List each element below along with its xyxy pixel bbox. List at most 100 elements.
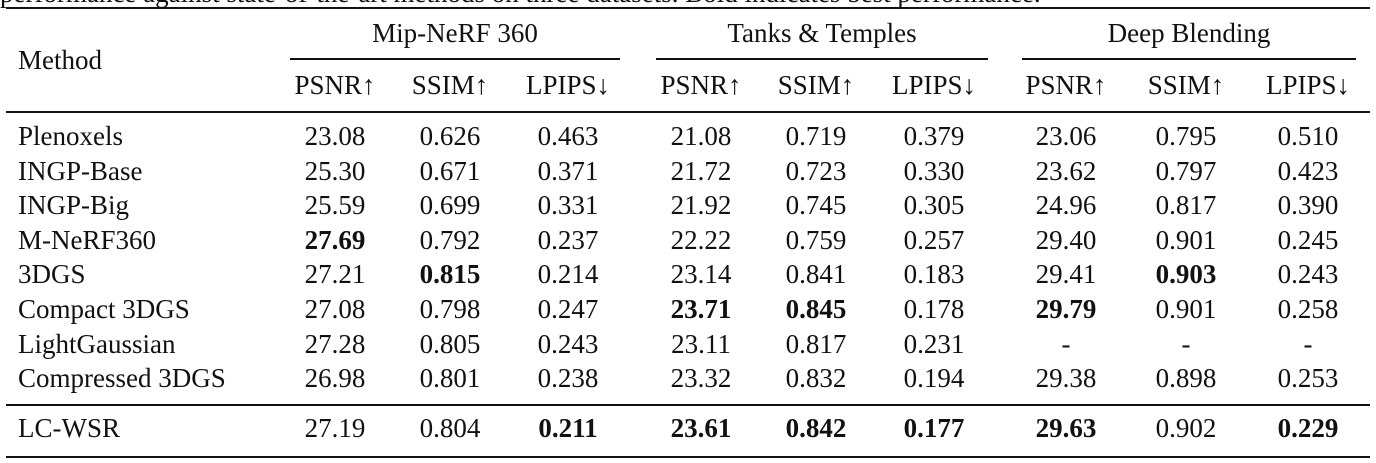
table-cell: - [1303, 328, 1313, 359]
metric-header-4: SSIM↑ [777, 70, 855, 100]
dataset-underline-2 [1022, 58, 1356, 60]
table-cell: 0.723 [785, 155, 847, 186]
method-name: 3DGS [18, 259, 86, 290]
table-cell: 0.792 [419, 224, 481, 255]
table-cell: 0.237 [537, 224, 599, 255]
top-rule [6, 7, 1370, 9]
table-cell-final: 27.19 [304, 413, 366, 443]
table-cell: 0.832 [785, 363, 847, 394]
dataset-underline-1 [656, 58, 988, 60]
table-cell: 0.797 [1155, 155, 1217, 186]
table-cell: 0.671 [419, 155, 481, 186]
table-cell: - [1181, 328, 1191, 359]
table-cell: 0.817 [785, 328, 847, 359]
table-cell-final: 0.211 [538, 413, 598, 443]
table-cell-final: 23.61 [670, 413, 732, 443]
table-cell: 0.183 [903, 259, 965, 290]
table-cell-final: 0.229 [1277, 413, 1339, 443]
table-cell: 0.626 [419, 121, 481, 151]
metric-header-3: PSNR↑ [660, 70, 742, 100]
metric-header-7: SSIM↑ [1147, 70, 1225, 100]
table-cell: 0.805 [419, 328, 481, 359]
table-cell: 0.243 [1277, 259, 1339, 290]
table-cell: 0.178 [903, 294, 965, 324]
table-cell: 29.79 [1035, 294, 1097, 324]
table-cell: 23.62 [1035, 155, 1097, 186]
table-cell: 29.38 [1035, 363, 1097, 394]
table-cell: 0.194 [903, 363, 965, 394]
table-cell-final: 0.804 [419, 413, 481, 443]
table-cell: 29.40 [1035, 224, 1097, 255]
method-name: INGP-Base [18, 155, 143, 186]
table-cell: 0.371 [537, 155, 599, 186]
table-cell: 0.258 [1277, 294, 1339, 324]
method-name: Plenoxels [18, 121, 123, 151]
table-cell: 0.815 [419, 259, 481, 290]
table-cell: 0.903 [1155, 259, 1217, 290]
table-cell-final: 0.177 [903, 413, 965, 443]
table-cell: 0.257 [903, 224, 965, 255]
table-cell: 0.719 [785, 121, 847, 151]
table-cell: 0.390 [1277, 190, 1339, 221]
caption-fragment: performance against state-of-the-art met… [0, 0, 1376, 8]
table-cell: 25.30 [304, 155, 366, 186]
dataset-underline-0 [290, 58, 620, 60]
table-cell: 25.59 [304, 190, 366, 221]
table-cell: 29.41 [1035, 259, 1097, 290]
table-cell: 23.14 [670, 259, 732, 290]
table-cell: 0.305 [903, 190, 965, 221]
table-cell: 0.901 [1155, 294, 1217, 324]
table-cell: 0.253 [1277, 363, 1339, 394]
method-name: LightGaussian [18, 328, 176, 359]
method-name: INGP-Big [18, 190, 130, 221]
table-cell: 0.817 [1155, 190, 1217, 221]
table-cell: 0.801 [419, 363, 481, 394]
table-cell: 27.69 [304, 224, 366, 255]
table-cell: 24.96 [1035, 190, 1097, 221]
metric-header-2: LPIPS↓ [525, 70, 611, 100]
table-cell: 0.379 [903, 121, 965, 151]
method-name-final: LC-WSR [18, 413, 121, 443]
method-name: M-NeRF360 [18, 224, 157, 255]
table-cell: 23.06 [1035, 121, 1097, 151]
table-cell: 0.463 [537, 121, 599, 151]
table-cell: 0.423 [1277, 155, 1339, 186]
table-cell-final: 29.63 [1035, 413, 1097, 443]
table-cell: 22.22 [670, 224, 732, 255]
table-cell: 0.845 [785, 294, 847, 324]
table-cell: 0.841 [785, 259, 847, 290]
table-cell: 0.245 [1277, 224, 1339, 255]
table-cell: 27.28 [304, 328, 366, 359]
table-cell: 23.11 [671, 328, 731, 359]
table-cell: 0.331 [537, 190, 599, 221]
table-cell: 23.71 [670, 294, 732, 324]
metric-header-5: LPIPS↓ [891, 70, 977, 100]
table-cell: 0.243 [537, 328, 599, 359]
table-cell: 0.510 [1277, 121, 1339, 151]
dataset-header-2: Deep Blending [1107, 18, 1271, 48]
table-cell: 26.98 [304, 363, 366, 394]
table-cell: 21.08 [670, 121, 732, 151]
metric-header-1: SSIM↑ [411, 70, 489, 100]
table-cell: 0.238 [537, 363, 599, 394]
table-cell: 0.901 [1155, 224, 1217, 255]
method-header: Method [18, 45, 102, 75]
metric-header-8: LPIPS↓ [1265, 70, 1351, 100]
final-row-rule [6, 404, 1370, 406]
table-cell: 21.72 [670, 155, 732, 186]
table-cell: 0.231 [903, 328, 965, 359]
table-cell: 0.898 [1155, 363, 1217, 394]
table-cell: 0.330 [903, 155, 965, 186]
table-cell: - [1061, 328, 1071, 359]
method-name: Compact 3DGS [18, 294, 190, 324]
header-rule [6, 111, 1370, 113]
method-name: Compressed 3DGS [18, 363, 226, 394]
metric-header-6: PSNR↑ [1025, 70, 1107, 100]
table-cell: 21.92 [670, 190, 732, 221]
dataset-header-1: Tanks & Temples [727, 18, 917, 48]
table-cell-final: 0.842 [785, 413, 847, 443]
table-cell: 0.214 [537, 259, 599, 290]
table-cell: 23.32 [670, 363, 732, 394]
table-cell: 0.798 [419, 294, 481, 324]
table-cell: 0.699 [419, 190, 481, 221]
